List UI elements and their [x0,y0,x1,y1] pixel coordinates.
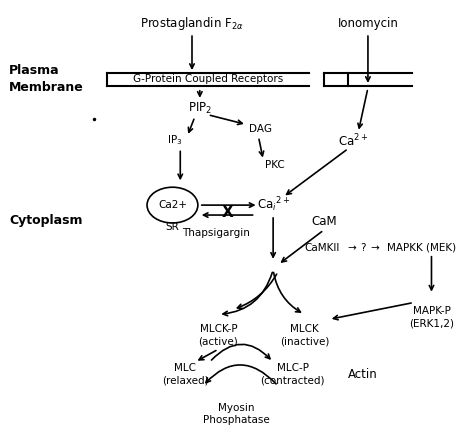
Text: Prostaglandin F$_{2\alpha}$: Prostaglandin F$_{2\alpha}$ [140,15,244,32]
Text: X: X [221,205,233,220]
Text: CaMKII: CaMKII [304,243,340,253]
Text: →: → [347,243,356,253]
Text: Ca$_i$$^{2+}$: Ca$_i$$^{2+}$ [256,196,290,214]
Text: ?: ? [360,243,366,253]
Text: SR: SR [165,222,179,232]
Text: CaM: CaM [311,215,337,229]
Text: IP$_3$: IP$_3$ [167,134,182,148]
Text: PKC: PKC [265,160,285,171]
Ellipse shape [147,187,198,223]
Text: MAPK-P
(ERK1,2): MAPK-P (ERK1,2) [409,307,454,329]
Text: Thapsigargin: Thapsigargin [182,228,250,238]
Text: Cytoplasm: Cytoplasm [9,214,82,226]
Text: MLCK-P
(active): MLCK-P (active) [199,324,238,347]
Text: Ca$^{2+}$: Ca$^{2+}$ [338,132,368,149]
Text: →: → [370,243,379,253]
Text: Actin: Actin [348,368,378,381]
Text: MLC
(relaxed): MLC (relaxed) [162,363,209,385]
Text: G-Protein Coupled Receptors: G-Protein Coupled Receptors [133,74,283,85]
Text: MAPKK (MEK): MAPKK (MEK) [387,243,456,253]
Text: Myosin
Phosphatase: Myosin Phosphatase [202,403,269,425]
Text: MLC-P
(contracted): MLC-P (contracted) [260,363,325,385]
Text: Ca2+: Ca2+ [158,200,187,210]
Text: MLCK
(inactive): MLCK (inactive) [280,324,329,347]
Text: Ionomycin: Ionomycin [337,17,398,30]
Text: Plasma
Membrane: Plasma Membrane [9,64,84,94]
Text: DAG: DAG [249,124,272,134]
Text: PIP$_2$: PIP$_2$ [188,101,212,116]
